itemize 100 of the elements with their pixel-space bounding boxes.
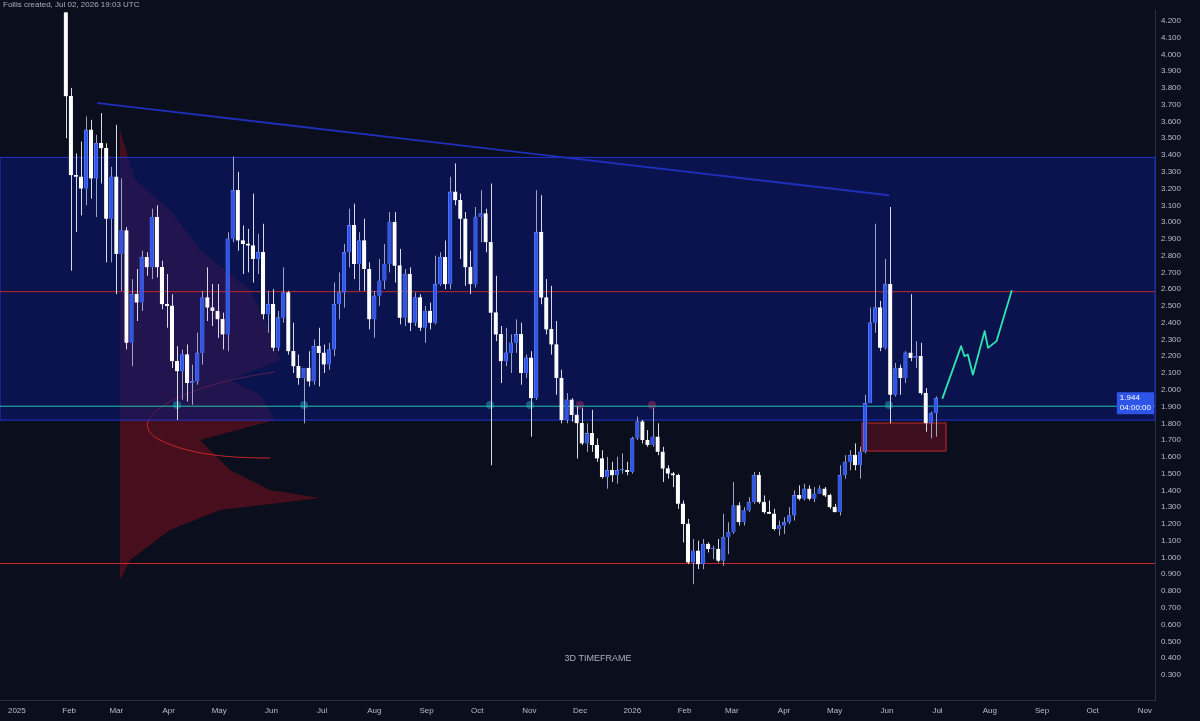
x-tick-label: Jul: [932, 706, 943, 715]
candlestick: [478, 189, 483, 243]
y-tick-label: 3.100: [1161, 200, 1182, 210]
candlestick: [255, 233, 261, 275]
x-tick-label: Sep: [1034, 706, 1050, 715]
candlestick: [523, 354, 529, 379]
y-tick-label: 1.500: [1161, 468, 1182, 478]
candlestick: [933, 395, 938, 438]
x-tick-label: 2026: [623, 706, 642, 715]
y-tick-label: 0.600: [1161, 619, 1182, 629]
y-tick-label: 2.600: [1161, 284, 1182, 294]
candlestick: [306, 350, 311, 387]
y-tick-label: 2.500: [1161, 301, 1182, 311]
candlestick: [599, 449, 605, 480]
y-tick-label: 2.800: [1161, 250, 1182, 260]
x-tick-label: Feb: [677, 706, 693, 715]
y-tick-label: 1.000: [1161, 552, 1182, 562]
y-tick-label: 3.200: [1161, 183, 1182, 193]
y-tick-label: 2.300: [1161, 334, 1182, 344]
candlestick: [604, 456, 610, 490]
y-tick-label: 3.700: [1161, 99, 1182, 109]
candlestick: [250, 193, 256, 283]
candlestick: [635, 416, 640, 441]
x-tick-label: Oct: [470, 706, 485, 715]
x-tick-label: Sep: [419, 706, 435, 715]
y-tick-label: 1.800: [1161, 418, 1182, 428]
candlestick: [589, 409, 594, 453]
candlestick: [584, 422, 589, 453]
y-tick-label: 0.500: [1161, 636, 1182, 646]
candlestick: [458, 193, 463, 260]
candlestick: [508, 333, 514, 374]
text: Follis created, Jul 02, 2026 19:03 UTC: [3, 0, 140, 10]
y-tick-label: 2.200: [1161, 351, 1182, 361]
candlestick: [761, 494, 766, 515]
candlestick: [771, 508, 777, 532]
candlestick: [929, 411, 933, 439]
y-tick-label: 1.300: [1161, 502, 1182, 512]
y-tick-label: 3.300: [1161, 166, 1182, 176]
candlestick: [382, 243, 386, 290]
candlestick: [640, 419, 645, 444]
candlestick: [215, 283, 220, 339]
candlestick: [700, 538, 706, 570]
x-tick-label: May: [211, 706, 227, 715]
candlestick: [78, 141, 84, 216]
candlestick: [594, 437, 600, 463]
candlestick: [721, 513, 725, 567]
candlestick: [711, 545, 716, 560]
candlestick: [574, 406, 579, 460]
candlestick: [660, 446, 665, 483]
annotation: 04:00:00: [1119, 402, 1152, 412]
x-tick-label: Mar: [724, 706, 739, 715]
x-tick-label: Apr: [777, 706, 791, 715]
candlestick: [119, 177, 124, 292]
y-tick-label: 1.400: [1161, 485, 1182, 495]
y-tick-label: 0.800: [1161, 586, 1182, 596]
candlestick: [493, 275, 498, 342]
x-tick-label: 2025: [7, 706, 27, 715]
candlestick: [372, 290, 376, 339]
candlestick: [655, 422, 660, 456]
candlestick: [291, 322, 296, 374]
candlestick: [691, 538, 695, 585]
annotation: 1.944: [1119, 392, 1141, 402]
candlestick: [296, 354, 301, 386]
candlestick: [792, 489, 797, 522]
candlestick: [695, 540, 701, 570]
y-tick-label: 3.800: [1161, 83, 1182, 93]
candlestick: [265, 290, 271, 334]
candlestick: [377, 258, 381, 307]
candlestick: [872, 223, 878, 334]
y-tick-label: 0.900: [1161, 569, 1182, 579]
candlestick: [427, 302, 433, 330]
y-tick-label: 2.400: [1161, 317, 1182, 327]
y-tick-label: 1.200: [1161, 519, 1182, 529]
y-tick-label: 2.000: [1161, 384, 1182, 394]
y-tick-label: 3.400: [1161, 150, 1182, 160]
text: 3D TIMEFRAME: [564, 653, 632, 663]
y-tick-label: 3.000: [1161, 217, 1182, 227]
candlestick: [134, 268, 139, 322]
candlestick: [321, 344, 326, 374]
x-tick-label: Feb: [62, 706, 77, 715]
candlestick: [210, 283, 215, 327]
x-tick-label: Mar: [109, 706, 124, 715]
candlestick: [336, 271, 342, 320]
candlestick: [468, 250, 473, 295]
candlestick: [357, 231, 362, 292]
y-tick-label: 3.600: [1161, 116, 1182, 126]
y-tick-label: 0.400: [1161, 653, 1182, 663]
x-tick-label: Dec: [572, 706, 588, 715]
candlestick: [240, 224, 245, 275]
candlestick: [852, 442, 857, 471]
y-tick-label: 3.900: [1161, 66, 1182, 76]
x-tick-label: Jun: [265, 706, 278, 715]
x-tick-label: Jun: [880, 706, 894, 715]
candlestick: [741, 506, 746, 527]
x-tick-label: May: [827, 706, 843, 715]
candlestick: [220, 312, 225, 351]
y-tick-label: 4.000: [1161, 49, 1182, 59]
candlestick: [453, 162, 458, 206]
x-tick-label: Aug: [982, 706, 997, 715]
y-tick-label: 1.700: [1161, 435, 1182, 445]
